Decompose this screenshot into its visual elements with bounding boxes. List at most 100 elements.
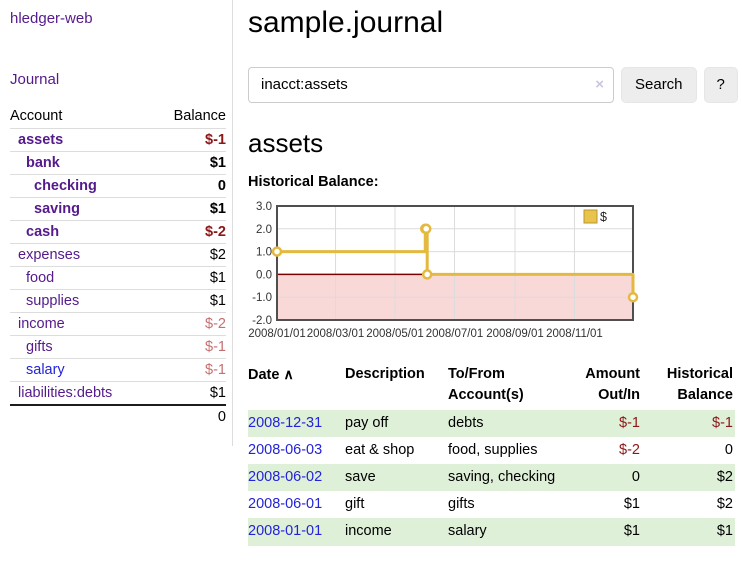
register-table: Date ∧ Description To/From Account(s) Am… bbox=[248, 362, 735, 546]
account-balance: $-1 bbox=[152, 335, 226, 359]
account-balance: $-2 bbox=[152, 312, 226, 336]
account-row: bank $1 bbox=[10, 151, 226, 175]
app-title-link[interactable]: hledger-web bbox=[10, 10, 93, 27]
legend-label: $ bbox=[600, 210, 607, 224]
account-link[interactable]: bank bbox=[26, 155, 60, 171]
account-link[interactable]: assets bbox=[18, 132, 64, 148]
account-row: gifts $-1 bbox=[10, 335, 226, 359]
account-heading: assets bbox=[248, 127, 324, 158]
transaction-date-link[interactable]: 2008-06-03 bbox=[248, 442, 323, 459]
page-title: sample.journal bbox=[248, 6, 444, 39]
historical-balance-chart: 3.0 2.0 1.0 0.0 -1.0 -2.0 2008/01/01 2008/03/01… bbox=[248, 200, 738, 348]
register-balance: $-1 bbox=[712, 415, 733, 432]
account-link[interactable]: checking bbox=[34, 178, 97, 194]
account-row: salary $-1 bbox=[10, 358, 226, 382]
transaction-date-link[interactable]: 2008-01-01 bbox=[248, 523, 323, 540]
account-row: saving $1 bbox=[10, 197, 226, 221]
y-tick-label: 0.0 bbox=[256, 270, 272, 282]
account-balance: $1 bbox=[152, 197, 226, 221]
account-name-cell: gifts bbox=[10, 335, 153, 359]
transaction-date-link[interactable]: 2008-06-01 bbox=[248, 496, 323, 513]
search-form: × Search ? bbox=[248, 66, 738, 103]
account-name-cell: expenses bbox=[10, 243, 153, 267]
account-row: expenses $2 bbox=[10, 243, 226, 267]
sidebar-nav: Journal bbox=[10, 27, 226, 88]
register-amount: $-1 bbox=[619, 415, 640, 432]
account-name-cell: food bbox=[10, 266, 153, 290]
register-balance: $2 bbox=[716, 469, 733, 486]
sort-asc-icon: ∧ bbox=[283, 366, 294, 383]
account-link[interactable]: cash bbox=[26, 224, 60, 240]
register-header-balance: Historical Balance bbox=[666, 366, 733, 404]
account-row: income $-2 bbox=[10, 312, 226, 336]
register-header-accounts: To/From Account(s) bbox=[448, 366, 524, 404]
x-tick-label: 2008/05/01 bbox=[366, 328, 424, 340]
data-point-marker bbox=[627, 292, 639, 303]
data-point-marker bbox=[271, 246, 283, 258]
search-input-wrap: × bbox=[248, 66, 614, 103]
register-row: 2008-12-31 pay off debts $-1 $-1 bbox=[248, 410, 735, 438]
help-button[interactable]: ? bbox=[703, 66, 738, 103]
register-date-cell: 2008-01-01 bbox=[248, 518, 345, 545]
account-row: liabilities:debts $1 bbox=[10, 381, 226, 405]
account-link[interactable]: gifts bbox=[26, 339, 53, 355]
sidebar: hledger-web Journal Account Balance asse… bbox=[0, 0, 233, 546]
account-link[interactable]: food bbox=[26, 270, 55, 286]
accounts-table: Account Balance assets $-1 bank $1 checking 0… bbox=[10, 105, 226, 428]
y-tick-label: 1.0 bbox=[256, 247, 272, 259]
accounts-header-row: Account Balance bbox=[10, 105, 226, 129]
search-button[interactable]: Search bbox=[621, 66, 697, 103]
account-link[interactable]: income bbox=[18, 316, 65, 332]
register-date-cell: 2008-06-03 bbox=[248, 437, 345, 464]
account-balance: $1 bbox=[152, 289, 226, 313]
account-row: supplies $1 bbox=[10, 289, 226, 313]
account-name-cell: saving bbox=[10, 197, 153, 221]
y-tick-label: -1.0 bbox=[252, 293, 272, 305]
main-content: sample.journal × Search ? assets Histori… bbox=[233, 0, 742, 546]
register-amount: 0 bbox=[631, 469, 640, 486]
search-input[interactable] bbox=[248, 66, 614, 103]
register-amount: $-2 bbox=[619, 442, 640, 459]
y-tick-label: 2.0 bbox=[256, 224, 272, 236]
register-header-date[interactable]: Date ∧ bbox=[248, 362, 345, 410]
account-link[interactable]: liabilities:debts bbox=[18, 385, 113, 401]
register-row: 2008-06-01 gift gifts $1 $2 bbox=[248, 491, 735, 518]
account-name-cell: checking bbox=[10, 174, 153, 198]
accounts-total-row: 0 bbox=[10, 404, 226, 428]
account-balance: $-1 bbox=[152, 358, 226, 382]
x-tick-label: 2008/11/01 bbox=[546, 328, 603, 340]
register-header-date-label: Date bbox=[248, 367, 280, 384]
account-link[interactable]: expenses bbox=[18, 247, 81, 263]
account-name-cell: cash bbox=[10, 220, 153, 244]
account-name-cell: salary bbox=[10, 358, 153, 382]
account-link[interactable]: supplies bbox=[26, 293, 80, 309]
data-point-marker bbox=[420, 223, 432, 235]
register-accounts: salary bbox=[448, 523, 487, 540]
account-balance: $1 bbox=[152, 266, 226, 290]
account-link[interactable]: saving bbox=[34, 201, 80, 217]
account-name-cell: assets bbox=[10, 128, 153, 152]
account-name-cell: supplies bbox=[10, 289, 153, 313]
register-description: income bbox=[345, 523, 392, 540]
register-accounts: saving, checking bbox=[448, 469, 556, 486]
register-amount: $1 bbox=[623, 523, 640, 540]
register-row: 2008-06-02 save saving, checking 0 $2 bbox=[248, 464, 735, 492]
accounts-header-balance: Balance bbox=[173, 108, 226, 124]
journal-nav-link[interactable]: Journal bbox=[10, 71, 60, 88]
account-row: cash $-2 bbox=[10, 220, 226, 244]
transaction-date-link[interactable]: 2008-12-31 bbox=[248, 415, 323, 432]
register-description: eat & shop bbox=[345, 442, 415, 459]
account-row: assets $-1 bbox=[10, 128, 226, 152]
x-tick-label: 2008/03/01 bbox=[307, 328, 365, 340]
account-balance: 0 bbox=[152, 174, 226, 198]
chart-legend: $ bbox=[583, 209, 607, 224]
clear-search-icon[interactable]: × bbox=[595, 75, 604, 93]
register-description: save bbox=[345, 469, 376, 486]
account-link[interactable]: salary bbox=[26, 362, 65, 378]
account-balance: $2 bbox=[152, 243, 226, 267]
register-balance: $1 bbox=[716, 523, 733, 540]
register-amount: $1 bbox=[623, 496, 640, 513]
register-date-cell: 2008-06-02 bbox=[248, 464, 345, 491]
transaction-date-link[interactable]: 2008-06-02 bbox=[248, 469, 323, 486]
register-date-cell: 2008-06-01 bbox=[248, 491, 345, 518]
